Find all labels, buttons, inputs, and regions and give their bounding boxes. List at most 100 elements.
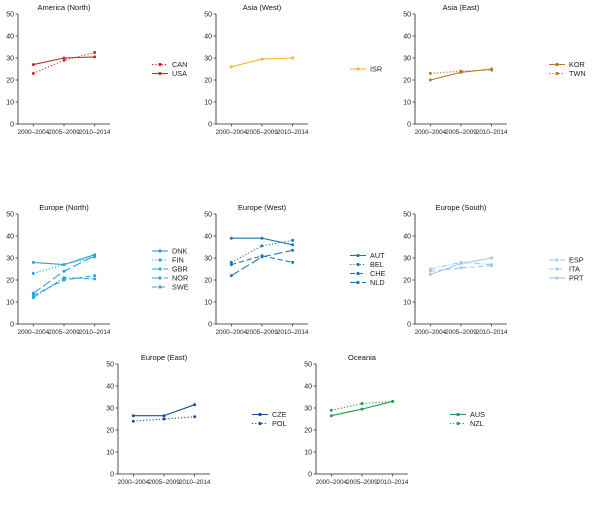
data-point-bel: [291, 238, 295, 242]
data-point-pol: [162, 417, 166, 421]
data-point-prt: [459, 262, 463, 265]
x-tick-label: 2010–2014: [179, 479, 211, 486]
data-point-swe: [93, 274, 97, 278]
data-point-can: [62, 58, 66, 62]
data-point-aut: [291, 243, 295, 247]
legend-marker: [555, 62, 559, 67]
legend-label-kor: KOR: [569, 60, 585, 69]
y-tick-label: 10: [204, 299, 212, 306]
legend-marker: [356, 262, 360, 267]
y-tick-label: 20: [403, 277, 411, 284]
y-tick-label: 50: [403, 11, 411, 18]
y-tick-label: 50: [304, 361, 312, 368]
y-tick-label: 40: [106, 383, 114, 390]
y-tick-label: 10: [6, 99, 14, 106]
x-tick-label: 2005–2009: [246, 129, 278, 136]
legend-marker: [158, 249, 162, 253]
x-tick-label: 2005–2009: [148, 479, 180, 486]
legend-label-esp: ESP: [569, 256, 584, 265]
panel-4: Europe (West) 0 10 20 30 40 50 2000–2004 2005–20…: [204, 203, 385, 336]
y-tick-label: 30: [204, 255, 212, 262]
data-point-pol: [131, 419, 135, 423]
legend-label-gbr: GBR: [172, 265, 188, 274]
y-tick-label: 40: [403, 33, 411, 40]
data-point-aus: [360, 407, 364, 411]
y-tick-label: 10: [304, 449, 312, 456]
y-tick-label: 10: [6, 299, 14, 306]
x-tick-label: 2000–2004: [415, 329, 447, 336]
y-tick-label: 20: [204, 277, 212, 284]
x-tick-label: 2000–2004: [415, 129, 447, 136]
series-line-can: [33, 51, 95, 74]
x-tick-label: 2010–2014: [79, 329, 111, 336]
y-tick-label: 50: [204, 211, 212, 218]
data-point-nld: [291, 248, 295, 252]
x-tick-label: 2010–2014: [377, 479, 409, 486]
data-point-nzl: [360, 402, 364, 406]
legend-label-nld: NLD: [370, 278, 385, 287]
panel-5: Europe (South) 0 10 20 30 40 50 2000–2004 2005–2…: [403, 203, 584, 336]
data-point-aus: [329, 414, 333, 418]
legend-label-aut: AUT: [370, 251, 385, 260]
y-tick-label: 20: [204, 77, 212, 84]
data-point-gbr: [93, 277, 97, 281]
legend-marker: [258, 421, 262, 426]
x-tick-label: 2005–2009: [48, 329, 80, 336]
data-point-che: [229, 263, 233, 267]
y-tick-label: 40: [6, 233, 14, 240]
panel-0: America (North) 0 10 20 30 40 50 2000–2004 2005–…: [6, 3, 187, 136]
y-tick-label: 10: [403, 299, 411, 306]
y-tick-label: 10: [106, 449, 114, 456]
x-tick-label: 2005–2009: [445, 329, 477, 336]
y-tick-label: 50: [6, 11, 14, 18]
legend-marker: [555, 267, 559, 271]
x-tick-label: 2005–2009: [48, 129, 80, 136]
data-point-fin: [62, 263, 66, 267]
legend-marker: [356, 253, 360, 258]
data-point-prt: [490, 256, 494, 260]
y-tick-label: 30: [6, 55, 14, 62]
x-tick-label: 2000–2004: [18, 129, 50, 136]
panel-title: Oceania: [348, 353, 377, 362]
y-tick-label: 0: [208, 121, 212, 128]
legend-label-nzl: NZL: [470, 419, 484, 428]
x-tick-label: 2010–2014: [277, 129, 309, 136]
data-point-gbr: [31, 296, 35, 300]
legend-marker: [158, 267, 162, 271]
y-tick-label: 30: [204, 55, 212, 62]
data-point-isr: [291, 56, 295, 60]
legend-label-isr: ISR: [370, 65, 382, 74]
x-tick-label: 2000–2004: [118, 479, 150, 486]
y-tick-label: 0: [308, 471, 312, 478]
series-line-twn: [430, 69, 492, 74]
y-tick-label: 20: [304, 427, 312, 434]
data-point-swe: [31, 293, 35, 297]
y-tick-label: 50: [106, 361, 114, 368]
data-point-nzl: [391, 399, 395, 403]
panel-6: Europe (East) 0 10 20 30 40 50 2000–2004 2005–20…: [106, 353, 287, 486]
x-tick-label: 2010–2014: [277, 329, 309, 336]
legend-marker: [356, 280, 360, 285]
data-point-isr: [229, 65, 233, 69]
series-line-cze: [133, 404, 195, 417]
y-tick-label: 50: [204, 11, 212, 18]
legend-marker: [555, 276, 559, 280]
y-tick-label: 0: [208, 321, 212, 328]
legend-marker: [158, 62, 162, 67]
data-point-kor: [428, 78, 432, 82]
panel-title: Europe (North): [39, 203, 89, 212]
x-tick-label: 2000–2004: [18, 329, 50, 336]
legend-label-swe: SWE: [172, 283, 189, 292]
panel-title: Asia (West): [243, 3, 282, 12]
legend-marker: [555, 258, 559, 262]
x-tick-label: 2000–2004: [316, 479, 348, 486]
data-point-nld: [229, 274, 233, 278]
y-tick-label: 30: [403, 55, 411, 62]
data-point-twn: [490, 68, 494, 72]
legend-label-cze: CZE: [272, 410, 287, 419]
legend-label-fin: FIN: [172, 256, 184, 265]
data-point-cze: [131, 414, 135, 418]
data-point-twn: [428, 71, 432, 75]
legend-label-che: CHE: [370, 269, 386, 278]
data-point-che: [291, 260, 295, 264]
